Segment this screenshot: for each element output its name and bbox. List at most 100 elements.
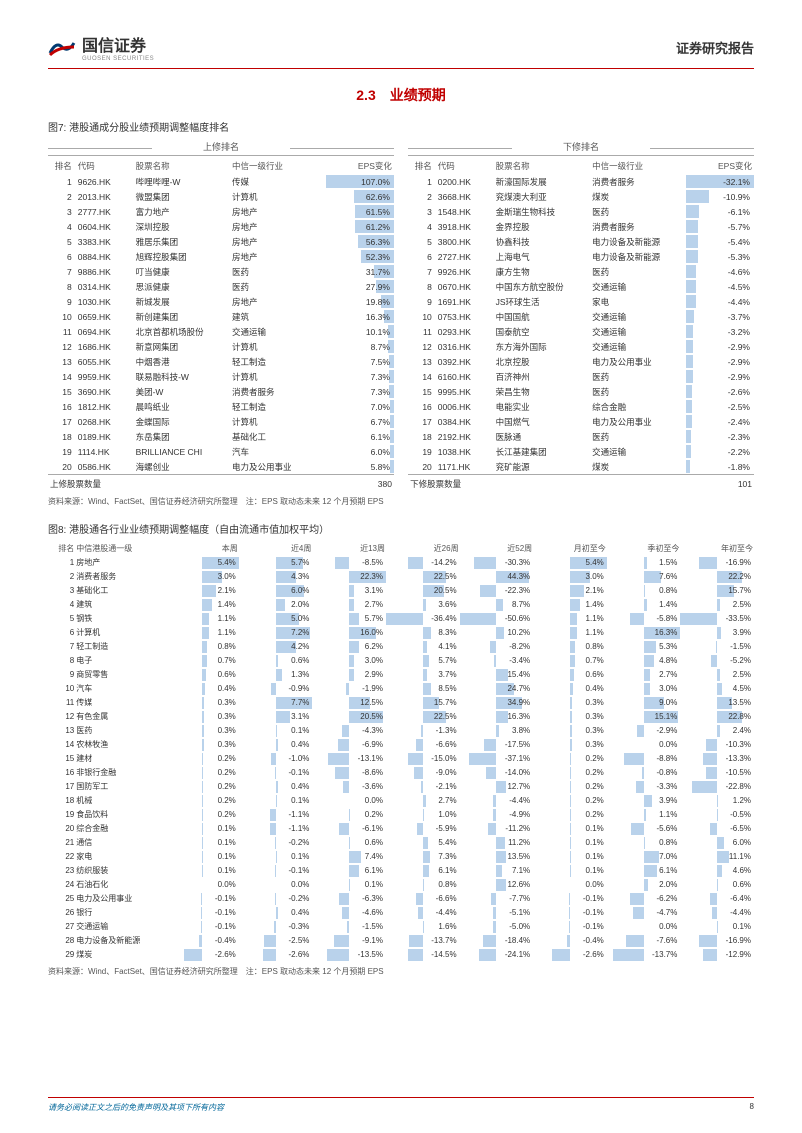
table-row: 40604.HK深圳控股房地产61.2% — [48, 219, 394, 234]
down-table: 排名代码股票名称中信一级行业EPS变化 10200.HK新濠国际发展消费者服务-… — [408, 158, 754, 492]
brand-name-cn: 国信证券 — [82, 32, 154, 56]
table-row: 24石油石化0.0%0.0%0.1%0.8%12.6%0.0%2.0%0.6% — [48, 878, 754, 892]
table-row: 3基础化工2.1%6.0%3.1%20.5%-22.3%2.1%0.8%15.7… — [48, 584, 754, 598]
table-row: 19626.HK哔哩哔哩-W传媒107.0% — [48, 174, 394, 189]
table-row: 161812.HK晨鸣纸业轻工制造7.0% — [48, 399, 394, 414]
table-row: 17国防军工0.2%0.4%-3.6%-2.1%12.7%0.2%-3.3%-2… — [48, 780, 754, 794]
col-header: 股票名称 — [494, 158, 590, 174]
col-header: 月初至今 — [533, 542, 607, 556]
table-row: 8电子0.7%0.6%3.0%5.7%-3.4%0.7%4.8%-5.2% — [48, 654, 754, 668]
table-row: 146160.HK百济神州医药-2.9% — [408, 369, 754, 384]
table-row: 32777.HK富力地产房地产61.5% — [48, 204, 394, 219]
table-row: 5钢铁1.1%5.0%5.7%-36.4%-50.6%1.1%-5.8%-33.… — [48, 612, 754, 626]
table-row: 13医药0.3%0.1%-4.3%-1.3%3.8%0.3%-2.9%2.4% — [48, 724, 754, 738]
up-footer-label: 上修股票数量 — [48, 475, 326, 492]
col-header: 代码 — [76, 158, 134, 174]
col-header: 年初至今 — [680, 542, 754, 556]
table-row: 160006.HK电能实业综合金融-2.5% — [408, 399, 754, 414]
table-row: 1房地产5.4%5.7%-8.5%-14.2%-30.3%5.4%1.5%-16… — [48, 556, 754, 570]
table-row: 16非银行金融0.2%-0.1%-8.6%-9.0%-14.0%0.2%-0.8… — [48, 766, 754, 780]
figure7-caption: 图7: 港股通成分股业绩预期调整幅度排名 — [48, 119, 754, 134]
footer-disclaimer: 请务必阅读正文之后的免责声明及其项下所有内容 — [48, 1102, 224, 1113]
brand-logo-icon — [48, 37, 76, 57]
table-row: 21通信0.1%-0.2%0.6%5.4%11.2%0.1%0.8%6.0% — [48, 836, 754, 850]
table-row: 23纺织服装0.1%-0.1%6.1%6.1%7.1%0.1%6.1%4.6% — [48, 864, 754, 878]
col-header: 近52周 — [460, 542, 534, 556]
col-header: EPS变化 — [686, 158, 754, 174]
table-row: 14农林牧渔0.3%0.4%-6.9%-6.6%-17.5%0.3%0.0%-1… — [48, 738, 754, 752]
table-row: 170268.HK金蝶国际计算机6.7% — [48, 414, 394, 429]
down-footer-value: 101 — [686, 475, 754, 492]
logo-area: 国信证券 GUOSEN SECURITIES — [48, 32, 154, 62]
figure8-caption: 图8: 港股通各行业业绩预期调整幅度（自由流通市值加权平均） — [48, 521, 754, 536]
table-row: 10汽车0.4%-0.9%-1.9%8.5%24.7%0.4%3.0%4.5% — [48, 682, 754, 696]
table-row: 22家电0.1%0.1%7.4%7.3%13.5%0.1%7.0%11.1% — [48, 850, 754, 864]
table-row: 80314.HK思派健康医药27.9% — [48, 279, 394, 294]
table-row: 200586.HK海螺创业电力及公用事业5.8% — [48, 459, 394, 475]
col-header: 中信一级行业 — [590, 158, 686, 174]
figure8-table: 排名中信港股通一级本周近4周近13周近26周近52周月初至今季初至今年初至今 1… — [48, 542, 754, 962]
table-row: 23668.HK兖煤澳大利亚煤炭-10.9% — [408, 189, 754, 204]
figure8-source: 资料来源：Wind、FactSet、国信证券经济研究所整理 注：EPS 取动态未… — [48, 966, 754, 977]
col-header: 代码 — [436, 158, 494, 174]
table-row: 100659.HK新创建集团建筑16.3% — [48, 309, 394, 324]
table-row: 53800.HK协鑫科技电力设备及新能源-5.4% — [408, 234, 754, 249]
table-row: 25电力及公用事业-0.1%-0.2%-6.3%-6.6%-7.7%-0.1%-… — [48, 892, 754, 906]
page-header: 国信证券 GUOSEN SECURITIES 证券研究报告 — [48, 32, 754, 69]
down-footer-label: 下修股票数量 — [408, 475, 686, 492]
table-row: 9商贸零售0.6%1.3%2.9%3.7%15.4%0.6%2.7%2.5% — [48, 668, 754, 682]
table-row: 31548.HK金斯瑞生物科技医药-6.1% — [408, 204, 754, 219]
table-row: 28电力设备及新能源-0.4%-2.5%-9.1%-13.7%-18.4%-0.… — [48, 934, 754, 948]
table-row: 7轻工制造0.8%4.2%6.2%4.1%-8.2%0.8%5.3%-1.5% — [48, 640, 754, 654]
table-row: 182192.HK医脉通医药-2.3% — [408, 429, 754, 444]
report-type: 证券研究报告 — [676, 38, 754, 57]
col-header: 中信港股通一级 — [75, 542, 165, 556]
table-row: 11传媒0.3%7.7%12.5%15.7%34.9%0.3%9.0%13.5% — [48, 696, 754, 710]
table-row: 110694.HK北京首都机场股份交通运输10.1% — [48, 324, 394, 339]
table-row: 79886.HK叮当健康医药31.7% — [48, 264, 394, 279]
table-row: 22013.HK微盟集团计算机62.6% — [48, 189, 394, 204]
table-row: 180189.HK东岳集团基础化工6.1% — [48, 429, 394, 444]
table-row: 26银行-0.1%0.4%-4.6%-4.4%-5.1%-0.1%-4.7%-4… — [48, 906, 754, 920]
col-header: EPS变化 — [326, 158, 394, 174]
page-footer: 请务必阅读正文之后的免责声明及其项下所有内容 8 — [48, 1097, 754, 1113]
table-row: 60884.HK旭辉控股集团房地产52.3% — [48, 249, 394, 264]
table-row: 27交通运输-0.1%-0.3%-1.5%1.6%-5.0%-0.1%0.0%0… — [48, 920, 754, 934]
table-row: 10200.HK新濠国际发展消费者服务-32.1% — [408, 174, 754, 189]
table-row: 53383.HK雅居乐集团房地产56.3% — [48, 234, 394, 249]
table-row: 62727.HK上海电气电力设备及新能源-5.3% — [408, 249, 754, 264]
col-header: 中信一级行业 — [230, 158, 326, 174]
table-row: 91691.HKJS环球生活家电-4.4% — [408, 294, 754, 309]
table-row: 120316.HK东方海外国际交通运输-2.9% — [408, 339, 754, 354]
col-header: 季初至今 — [607, 542, 681, 556]
table-row: 191114.HKBRILLIANCE CHI汽车6.0% — [48, 444, 394, 459]
table-row: 136055.HK中烟香港轻工制造7.5% — [48, 354, 394, 369]
col-header: 排名 — [408, 158, 436, 174]
col-header: 近26周 — [386, 542, 460, 556]
table-row: 2消费者服务3.0%4.3%22.3%22.5%44.3%3.0%7.6%22.… — [48, 570, 754, 584]
col-header: 近13周 — [312, 542, 386, 556]
table-row: 43918.HK金界控股消费者服务-5.7% — [408, 219, 754, 234]
col-header: 近4周 — [239, 542, 313, 556]
footer-page-number: 8 — [750, 1102, 754, 1113]
table-row: 29煤炭-2.6%-2.6%-13.5%-14.5%-24.1%-2.6%-13… — [48, 948, 754, 962]
table-row: 170384.HK中国燃气电力及公用事业-2.4% — [408, 414, 754, 429]
down-group-header: 下修排名 — [408, 140, 754, 156]
table-row: 79926.HK康方生物医药-4.6% — [408, 264, 754, 279]
col-header: 排名 — [48, 542, 75, 556]
up-group-header: 上修排名 — [48, 140, 394, 156]
table-row: 19食品饮料0.2%-1.1%0.2%1.0%-4.9%0.2%1.1%-0.5… — [48, 808, 754, 822]
table-row: 100753.HK中国国航交通运输-3.7% — [408, 309, 754, 324]
table-row: 12有色金属0.3%3.1%20.5%22.5%16.3%0.3%15.1%22… — [48, 710, 754, 724]
brand-name-en: GUOSEN SECURITIES — [82, 56, 154, 62]
table-row: 121686.HK新意网集团计算机8.7% — [48, 339, 394, 354]
table-row: 6计算机1.1%7.2%16.0%8.3%10.2%1.1%16.3%3.9% — [48, 626, 754, 640]
table-row: 15建材0.2%-1.0%-13.1%-15.0%-37.1%0.2%-8.8%… — [48, 752, 754, 766]
table-row: 80670.HK中国东方航空股份交通运输-4.5% — [408, 279, 754, 294]
table-row: 91030.HK新城发展房地产19.8% — [48, 294, 394, 309]
figure7-table: 上修排名 排名代码股票名称中信一级行业EPS变化 19626.HK哔哩哔哩-W传… — [48, 140, 754, 492]
table-row: 201171.HK兖矿能源煤炭-1.8% — [408, 459, 754, 475]
section-title: 2.3 业绩预期 — [48, 85, 754, 105]
figure7-source: 资料来源：Wind、FactSet、国信证券经济研究所整理 注：EPS 取动态未… — [48, 496, 754, 507]
table-row: 159995.HK荣昌生物医药-2.6% — [408, 384, 754, 399]
